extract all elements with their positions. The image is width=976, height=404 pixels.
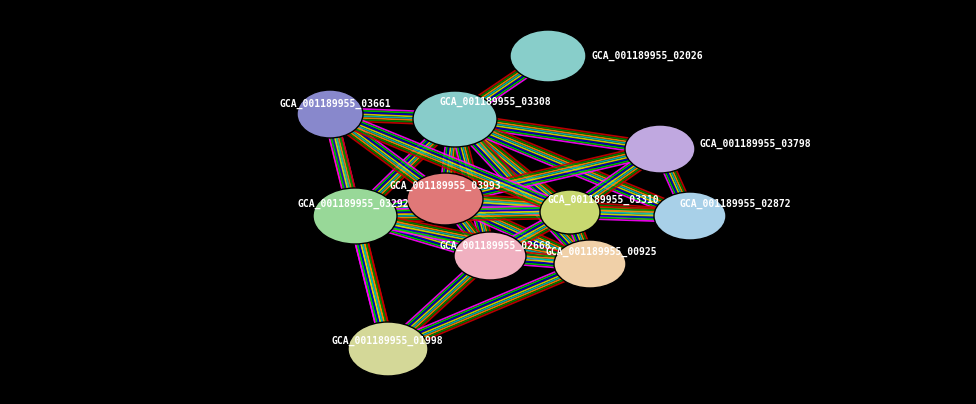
Ellipse shape: [654, 192, 726, 240]
Text: GCA_001189955_03993: GCA_001189955_03993: [390, 181, 502, 191]
Ellipse shape: [454, 232, 526, 280]
Text: GCA_001189955_03310: GCA_001189955_03310: [548, 195, 660, 205]
Ellipse shape: [510, 30, 586, 82]
Text: GCA_001189955_00925: GCA_001189955_00925: [545, 247, 657, 257]
Text: GCA_001189955_01998: GCA_001189955_01998: [332, 336, 444, 346]
Ellipse shape: [554, 240, 626, 288]
Text: GCA_001189955_03661: GCA_001189955_03661: [280, 99, 391, 109]
Ellipse shape: [540, 190, 600, 234]
Text: GCA_001189955_03308: GCA_001189955_03308: [440, 97, 551, 107]
Ellipse shape: [297, 90, 363, 138]
Ellipse shape: [625, 125, 695, 173]
Text: GCA_001189955_02026: GCA_001189955_02026: [592, 51, 704, 61]
Ellipse shape: [348, 322, 428, 376]
Text: GCA_001189955_02668: GCA_001189955_02668: [440, 241, 551, 251]
Text: GCA_001189955_02872: GCA_001189955_02872: [680, 199, 792, 209]
Ellipse shape: [413, 91, 497, 147]
Ellipse shape: [407, 173, 483, 225]
Text: GCA_001189955_03798: GCA_001189955_03798: [700, 139, 812, 149]
Ellipse shape: [313, 188, 397, 244]
Text: GCA_001189955_03292: GCA_001189955_03292: [298, 199, 410, 209]
